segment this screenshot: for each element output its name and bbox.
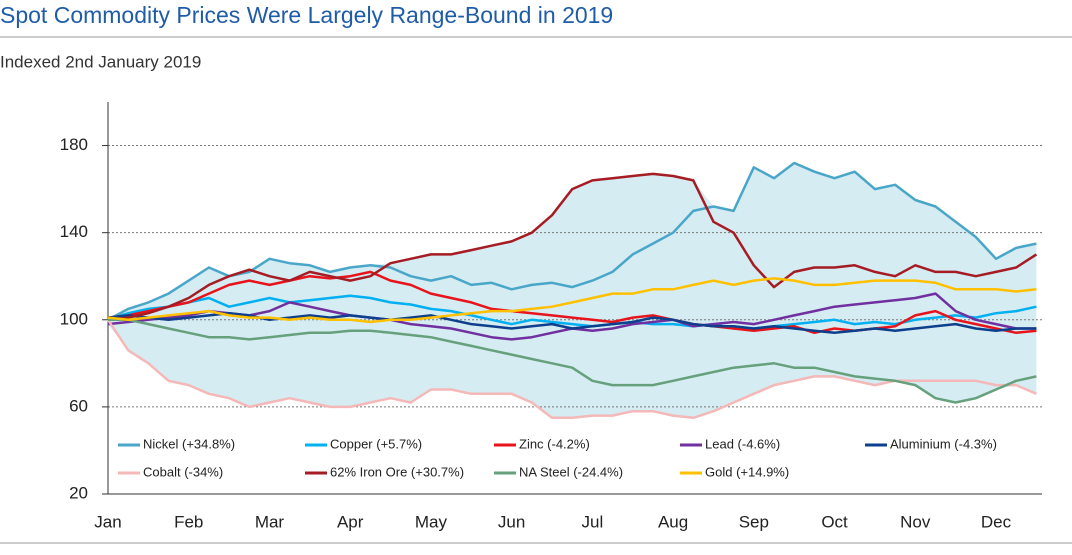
legend-label: Cobalt (-34%) [143, 464, 223, 479]
legend-label: Aluminium (-4.3%) [890, 436, 997, 451]
series-line [107, 172, 1038, 322]
x-tick-label: Sep [739, 512, 769, 531]
legend-label: Zinc (-4.2%) [519, 436, 590, 451]
x-tick-label: Dec [981, 512, 1012, 531]
series-line [107, 161, 1037, 321]
legend-label: 62% Iron Ore (+30.7%) [330, 464, 464, 479]
legend-label: Gold (+14.9%) [705, 464, 789, 479]
range-band [108, 163, 1037, 418]
x-tick-label: Nov [900, 512, 931, 531]
series-line [107, 294, 1037, 330]
y-tick-label: 60 [69, 396, 88, 415]
series-line [107, 277, 1037, 324]
x-tick-label: Jun [498, 512, 525, 531]
legend-label: NA Steel (-24.4%) [519, 464, 623, 479]
series-line [108, 318, 1037, 404]
x-tick-label: Aug [658, 512, 688, 531]
y-tick-label: 140 [60, 222, 88, 241]
x-tick-label: May [415, 512, 448, 531]
x-tick-label: Jan [94, 512, 121, 531]
legend-label: Nickel (+34.8%) [143, 436, 235, 451]
x-tick-label: Oct [821, 512, 848, 531]
x-tick-label: Jul [581, 512, 603, 531]
series-line [107, 270, 1037, 335]
legend-label: Lead (-4.6%) [705, 436, 780, 451]
legend-label: Copper (+5.7%) [330, 436, 422, 451]
x-tick-label: Mar [255, 512, 285, 531]
x-tick-label: Feb [174, 512, 203, 531]
y-tick-label: 180 [60, 135, 88, 154]
chart-subtitle: Indexed 2nd January 2019 [0, 52, 201, 71]
series-line [106, 319, 1037, 420]
y-tick-label: 100 [60, 309, 88, 328]
y-tick-label: 20 [69, 483, 88, 502]
chart-title: Spot Commodity Prices Were Largely Range… [0, 2, 613, 28]
x-tick-label: Apr [337, 512, 364, 531]
